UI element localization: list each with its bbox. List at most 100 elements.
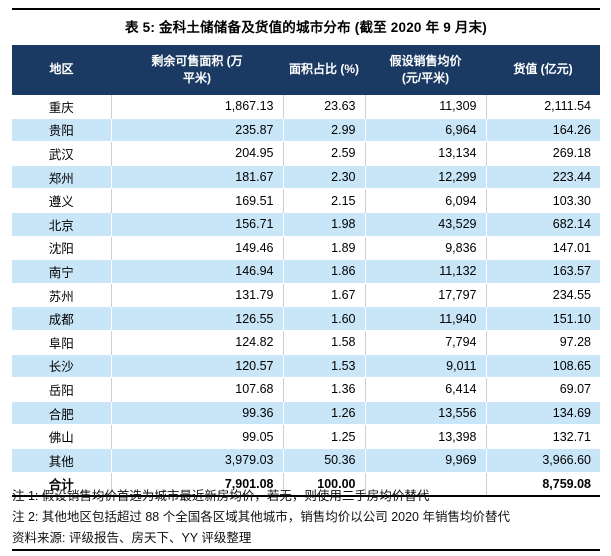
share-cell: 100.00 (282, 471, 365, 498)
share-cell: 2.30 (282, 164, 365, 190)
share-cell: 1.36 (282, 377, 365, 402)
share-cell: 23.63 (282, 95, 365, 119)
area-cell: 149.46 (110, 236, 283, 260)
land-reserve-table: 地区 剩余可售面积 (万 平米) 面积占比 (%) 假设销售均价 (元/平米) 货值 (… (12, 45, 600, 498)
share-cell: 2.99 (282, 117, 365, 143)
share-cell: 1.58 (282, 330, 365, 355)
footnotes: 注 1: 假设销售均价首选为城市最近新房均价，若无，则使用二手房均价替代 注 2… (12, 486, 600, 549)
share-cell: 1.26 (282, 400, 365, 426)
share-cell: 50.36 (282, 447, 365, 473)
region-cell: 武汉 (12, 141, 111, 166)
area-cell: 126.55 (110, 306, 283, 331)
table-row: 沈阳 149.46 1.89 9,836 147.01 (12, 236, 600, 260)
table-row: 武汉 204.95 2.59 13,134 269.18 (12, 141, 600, 166)
col-header-area: 剩余可售面积 (万 平米) (111, 45, 283, 95)
price-cell: 13,134 (364, 141, 486, 166)
price-cell: 9,969 (364, 447, 486, 473)
table-row: 成都 126.55 1.60 11,940 151.10 (12, 306, 600, 331)
bottom-rule (12, 549, 600, 551)
region-cell: 合计 (12, 471, 111, 498)
table-row: 其他 3,979.03 50.36 9,969 3,966.60 (12, 447, 600, 473)
table-row: 重庆 1,867.13 23.63 11,309 2,111.54 (12, 95, 600, 119)
price-cell: 11,940 (364, 306, 486, 331)
note-2: 注 2: 其他地区包括超过 88 个全国各区域其他城市，销售均价以公司 2020… (12, 510, 510, 524)
value-cell: 3,966.60 (485, 447, 600, 473)
source-line: 资料来源: 评级报告、房天下、YY 评级整理 (12, 531, 252, 545)
price-cell: 12,299 (364, 164, 486, 190)
area-cell: 181.67 (110, 164, 283, 190)
area-cell: 107.68 (110, 377, 283, 402)
price-cell: 6,414 (364, 377, 486, 402)
value-cell: 164.26 (485, 117, 600, 143)
value-cell: 163.57 (485, 259, 600, 284)
region-cell: 重庆 (12, 95, 111, 119)
area-cell: 3,979.03 (110, 447, 283, 473)
value-cell: 234.55 (485, 283, 600, 307)
region-cell: 成都 (12, 306, 111, 331)
header-row: 地区 剩余可售面积 (万 平米) 面积占比 (%) 假设销售均价 (元/平米) 货值 (… (12, 45, 600, 95)
price-cell: 13,398 (364, 424, 486, 449)
value-cell: 269.18 (485, 141, 600, 166)
value-cell: 108.65 (485, 353, 600, 379)
region-cell: 郑州 (12, 164, 111, 190)
region-cell: 南宁 (12, 259, 111, 284)
region-cell: 阜阳 (12, 330, 111, 355)
col-header-region: 地区 (12, 45, 111, 95)
price-cell (364, 471, 486, 498)
value-cell: 69.07 (485, 377, 600, 402)
table-row: 岳阳 107.68 1.36 6,414 69.07 (12, 377, 600, 402)
share-cell: 1.89 (282, 236, 365, 260)
table-title: 表 5: 金科土储储备及货值的城市分布 (截至 2020 年 9 月末) (125, 20, 487, 35)
value-cell: 151.10 (485, 306, 600, 331)
area-cell: 204.95 (110, 141, 283, 166)
col-header-price: 假设销售均价 (元/平米) (365, 45, 486, 95)
value-cell: 147.01 (485, 236, 600, 260)
share-cell: 2.15 (282, 188, 365, 213)
price-cell: 11,132 (364, 259, 486, 284)
price-cell: 6,094 (364, 188, 486, 213)
area-cell: 99.05 (110, 424, 283, 449)
region-cell: 苏州 (12, 283, 111, 307)
table-row: 合肥 99.36 1.26 13,556 134.69 (12, 400, 600, 426)
region-cell: 岳阳 (12, 377, 111, 402)
region-cell: 遵义 (12, 188, 111, 213)
table-row: 遵义 169.51 2.15 6,094 103.30 (12, 188, 600, 213)
share-cell: 1.98 (282, 211, 365, 237)
region-cell: 沈阳 (12, 236, 111, 260)
area-cell: 120.57 (110, 353, 283, 379)
table-row: 南宁 146.94 1.86 11,132 163.57 (12, 259, 600, 284)
region-cell: 合肥 (12, 400, 111, 426)
price-cell: 11,309 (364, 95, 486, 119)
share-cell: 1.86 (282, 259, 365, 284)
price-cell: 9,011 (364, 353, 486, 379)
table-header: 地区 剩余可售面积 (万 平米) 面积占比 (%) 假设销售均价 (元/平米) 货值 (… (12, 45, 600, 95)
price-cell: 17,797 (364, 283, 486, 307)
table-row: 郑州 181.67 2.30 12,299 223.44 (12, 164, 600, 190)
price-cell: 7,794 (364, 330, 486, 355)
note-1: 注 1: 假设销售均价首选为城市最近新房均价，若无，则使用二手房均价替代 (12, 489, 430, 503)
table-body: 重庆 1,867.13 23.63 11,309 2,111.54 贵阳 235.87 2.9… (12, 95, 600, 498)
table-row: 阜阳 124.82 1.58 7,794 97.28 (12, 330, 600, 355)
value-cell: 2,111.54 (485, 95, 600, 119)
table-row: 北京 156.71 1.98 43,529 682.14 (12, 211, 600, 237)
value-cell: 134.69 (485, 400, 600, 426)
region-cell: 长沙 (12, 353, 111, 379)
area-cell: 146.94 (110, 259, 283, 284)
region-cell: 北京 (12, 211, 111, 237)
table-row: 贵阳 235.87 2.99 6,964 164.26 (12, 117, 600, 143)
price-cell: 13,556 (364, 400, 486, 426)
region-cell: 贵阳 (12, 117, 111, 143)
area-cell: 235.87 (110, 117, 283, 143)
col-header-value: 货值 (亿元) (486, 45, 600, 95)
value-cell: 132.71 (485, 424, 600, 449)
price-cell: 6,964 (364, 117, 486, 143)
share-cell: 1.60 (282, 306, 365, 331)
share-cell: 1.53 (282, 353, 365, 379)
table-row: 苏州 131.79 1.67 17,797 234.55 (12, 283, 600, 307)
region-cell: 其他 (12, 447, 111, 473)
area-cell: 156.71 (110, 211, 283, 237)
price-cell: 43,529 (364, 211, 486, 237)
value-cell: 223.44 (485, 164, 600, 190)
area-cell: 169.51 (110, 188, 283, 213)
